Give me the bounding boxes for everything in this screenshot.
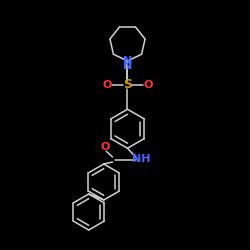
Text: N: N <box>123 61 132 71</box>
Text: S: S <box>123 78 132 92</box>
Text: O: O <box>100 142 110 152</box>
Text: O: O <box>144 80 153 90</box>
Text: N: N <box>123 56 132 66</box>
Text: O: O <box>102 80 112 90</box>
Text: NH: NH <box>132 154 150 164</box>
